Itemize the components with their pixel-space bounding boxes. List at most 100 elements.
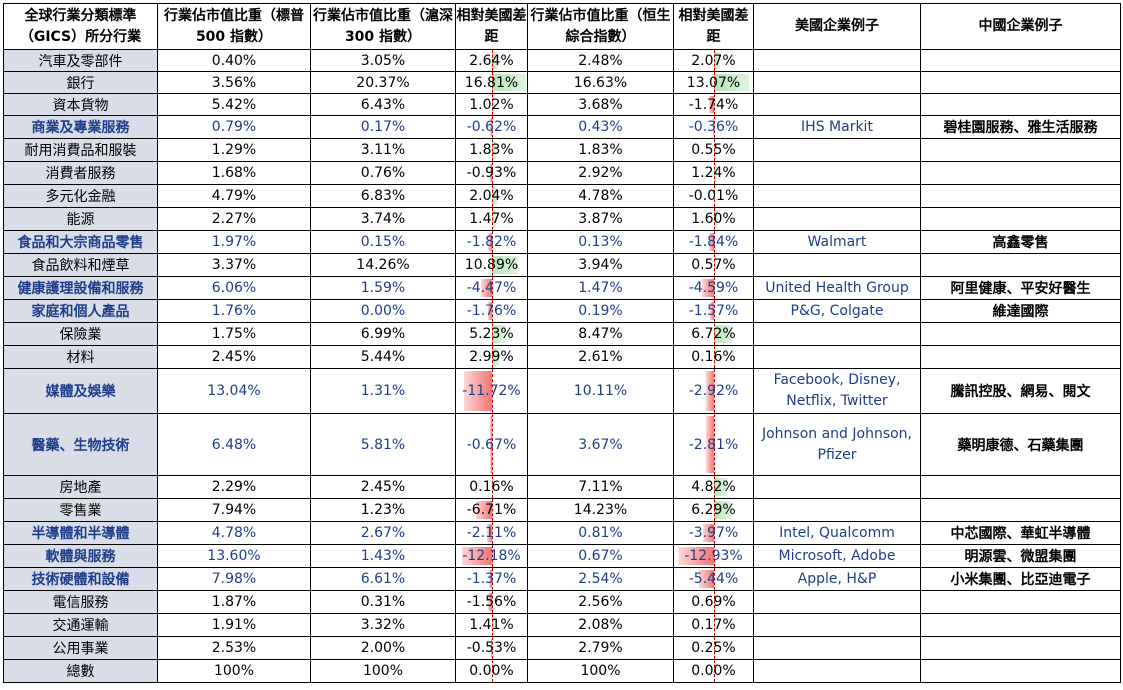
- hsci-cell: 14.23%: [527, 498, 674, 522]
- table-row: 總數 100% 100% 0.00% 100% 0.00%: [3, 659, 1121, 683]
- diff-bar: [490, 118, 492, 136]
- hsci-cell: 2.48%: [527, 49, 674, 72]
- diff-axis-line: [714, 522, 715, 544]
- diff-axis-line: [492, 414, 493, 475]
- hsci-cell: 1.47%: [527, 276, 674, 300]
- diff-bar: [490, 416, 492, 473]
- diff-cell: -0.62%: [455, 115, 528, 139]
- cn-example-cell: [920, 345, 1121, 369]
- diff-value: 0.17%: [691, 617, 736, 633]
- diff-value: -12.18%: [462, 548, 521, 564]
- diff-axis-line: [492, 116, 493, 138]
- diff-axis-line: [492, 568, 493, 590]
- cn-example-cell: [920, 475, 1121, 499]
- diff-value: -11.72%: [462, 383, 521, 399]
- diff-axis-line: [714, 614, 715, 636]
- table-row: 多元化金融 4.79% 6.83% 2.04% 4.78% -0.01%: [3, 184, 1121, 208]
- category-cell: 交通運輸: [3, 613, 158, 637]
- diff-value: -1.74%: [688, 96, 739, 113]
- diff-value: 0.25%: [691, 640, 736, 656]
- diff-axis-line: [714, 637, 715, 659]
- diff-cell: -0.53%: [455, 636, 528, 660]
- csi300-cell: 1.23%: [310, 498, 456, 522]
- diff-bar: [492, 96, 495, 113]
- category-cell: 技術硬體和設備: [3, 567, 158, 591]
- diff-bar: [488, 570, 492, 588]
- csi300-cell: 3.05%: [310, 49, 456, 72]
- diff-axis-line: [714, 277, 715, 299]
- diff-axis-line: [492, 185, 493, 207]
- diff-axis-line: [492, 614, 493, 636]
- diff-bar: [490, 639, 492, 657]
- category-cell: 軟體與服務: [3, 544, 158, 568]
- sp500-cell: 0.40%: [157, 49, 311, 72]
- table-row: 房地產 2.29% 2.45% 0.16% 7.11% 4.82%: [3, 475, 1121, 499]
- us-example-cell: [753, 184, 921, 208]
- cn-example-cell: 碧桂園服務、雅生活服務: [920, 115, 1121, 139]
- diff-value: -0.93%: [466, 165, 517, 181]
- us-example-cell: [753, 475, 921, 499]
- diff-bar: [487, 302, 492, 320]
- diff-cell: -12.18%: [455, 544, 528, 568]
- category-cell: 電信服務: [3, 590, 158, 614]
- header-diff-csi: 相對美國差距: [455, 3, 528, 50]
- diff-value: 16.81%: [464, 74, 519, 91]
- diff-axis-line: [492, 208, 493, 230]
- diff-axis-line: [492, 50, 493, 71]
- diff-cell: 6.29%: [673, 498, 754, 522]
- cn-example-cell: [920, 659, 1121, 683]
- us-example-cell: [753, 161, 921, 185]
- sp500-cell: 1.91%: [157, 613, 311, 637]
- hsci-cell: 16.63%: [527, 71, 674, 94]
- diff-bar: [492, 210, 496, 228]
- diff-cell: -1.37%: [455, 567, 528, 591]
- diff-value: 0.69%: [691, 594, 736, 610]
- sp500-cell: 100%: [157, 659, 311, 683]
- sp500-cell: 1.87%: [157, 590, 311, 614]
- csi300-cell: 6.99%: [310, 322, 456, 346]
- diff-cell: 2.99%: [455, 345, 528, 369]
- sp500-cell: 1.29%: [157, 138, 311, 162]
- us-example-cell: Johnson and Johnson, Pfizer: [753, 413, 921, 476]
- diff-value: 0.57%: [691, 257, 736, 273]
- diff-axis-line: [492, 499, 493, 521]
- us-example-cell: United Health Group: [753, 276, 921, 300]
- table-row: 食品和大宗商品零售 1.97% 0.15% -1.82% 0.13% -1.84% Walm…: [3, 230, 1121, 254]
- diff-cell: -0.93%: [455, 161, 528, 185]
- us-example-cell: [753, 345, 921, 369]
- diff-bar: [678, 547, 714, 565]
- diff-cell: 0.55%: [673, 138, 754, 162]
- diff-cell: 0.25%: [673, 636, 754, 660]
- diff-value: -6.71%: [466, 502, 517, 518]
- diff-bar: [463, 371, 492, 411]
- cn-example-cell: [920, 184, 1121, 208]
- us-example-cell: [753, 138, 921, 162]
- diff-bar: [714, 164, 718, 182]
- us-example-cell: IHS Markit: [753, 115, 921, 139]
- us-example-cell: Intel, Qualcomm: [753, 521, 921, 545]
- category-cell: 消費者服務: [3, 161, 158, 185]
- diff-value: 2.64%: [469, 52, 514, 69]
- csi300-cell: 3.74%: [310, 207, 456, 231]
- diff-axis-line: [492, 476, 493, 498]
- diff-cell: 13.07%: [673, 71, 754, 94]
- diff-cell: 1.83%: [455, 138, 528, 162]
- csi300-cell: 2.00%: [310, 636, 456, 660]
- diff-axis-line: [714, 139, 715, 161]
- diff-value: 0.00%: [691, 663, 736, 679]
- diff-cell: 4.82%: [673, 475, 754, 499]
- diff-axis-line: [714, 346, 715, 368]
- diff-bar: [492, 52, 499, 69]
- diff-axis-line: [492, 300, 493, 322]
- diff-axis-line: [492, 369, 493, 413]
- diff-value: 13.07%: [686, 74, 741, 91]
- us-example-cell: Microsoft, Adobe: [753, 544, 921, 568]
- diff-axis-line: [714, 300, 715, 322]
- cn-example-cell: 小米集團、比亞迪電子: [920, 567, 1121, 591]
- table-row: 消費者服務 1.68% 0.76% -0.93% 2.92% 1.24%: [3, 161, 1121, 185]
- csi300-cell: 5.44%: [310, 345, 456, 369]
- diff-axis-line: [492, 72, 493, 93]
- hsci-cell: 2.56%: [527, 590, 674, 614]
- header-diff-hsci: 相對美國差距: [673, 3, 754, 50]
- us-example-cell: [753, 613, 921, 637]
